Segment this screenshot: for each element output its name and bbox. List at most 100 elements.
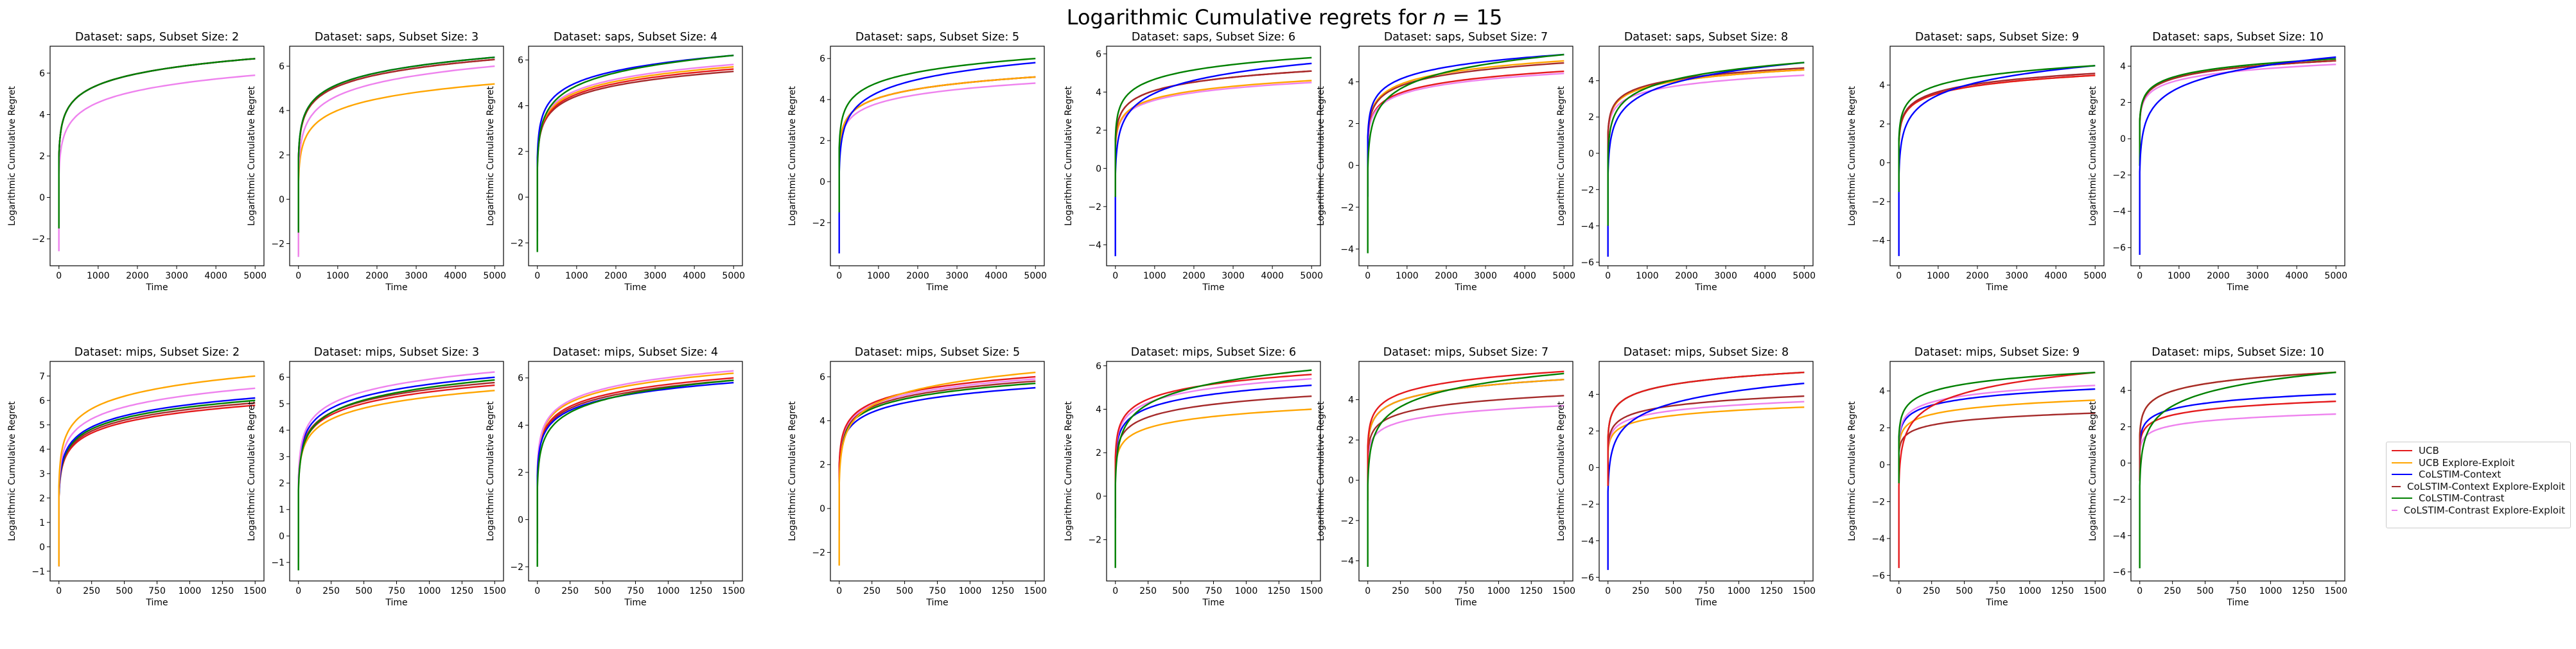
x-tick-label: 1000: [867, 271, 890, 281]
x-tick-label: 1000: [1487, 586, 1511, 596]
x-tick-label: 5000: [1552, 271, 1575, 281]
x-tick-label: 250: [1923, 586, 1940, 596]
y-tick-label: −2: [812, 218, 825, 229]
x-tick-label: 4000: [1753, 271, 1776, 281]
subplot-title: Dataset: saps, Subset Size: 3: [315, 31, 478, 44]
x-tick-label: 5000: [1300, 271, 1323, 281]
axes-frame: [1358, 361, 1573, 582]
x-tick-label: 250: [863, 586, 881, 596]
y-tick-label: 0: [1879, 159, 1885, 169]
x-tick-label: 0: [295, 271, 301, 281]
series-line-ucb_ee: [297, 83, 495, 255]
x-tick-label: 500: [896, 586, 913, 596]
y-tick-label: 4: [1879, 386, 1885, 397]
subplot: Dataset: mips, Subset Size: 8 0 250 500 750 1…: [1556, 346, 1816, 608]
y-tick-label: 4: [1588, 390, 1594, 400]
y-axis-label: Logarithmic Cumulative Regret: [247, 401, 257, 541]
series-line-col_ctx: [1898, 65, 2096, 256]
series-line-col_con: [838, 58, 1036, 212]
series-line-col_con_ee: [58, 74, 256, 252]
x-tick-label: 1000: [565, 271, 588, 281]
axes-frame: [49, 46, 265, 266]
series-line-ucb_ee: [1367, 379, 1564, 501]
x-tick-label: 0: [1112, 271, 1118, 281]
x-tick-label: 0: [295, 586, 301, 596]
legend-entry: CoLSTIM-Contrast Explore-Exploit: [2392, 505, 2565, 517]
series-line-col_ctx: [1114, 385, 1312, 518]
subplot: Dataset: mips, Subset Size: 4 0 250 500 750 1…: [486, 346, 745, 608]
series-line-col_con_ee: [1114, 377, 1312, 518]
x-tick-label: 1500: [1552, 586, 1575, 596]
y-tick-label: 4: [1096, 87, 1101, 98]
x-tick-label: 0: [534, 271, 540, 281]
y-tick-label: 2: [39, 494, 45, 504]
y-axis-label: Logarithmic Cumulative Regret: [787, 86, 798, 226]
y-tick-label: 2: [2120, 422, 2126, 433]
subplot-title: Dataset: mips, Subset Size: 4: [553, 346, 718, 359]
y-tick-label: 4: [39, 110, 45, 120]
axes-frame: [1599, 361, 1814, 582]
subplot-grid: Dataset: saps, Subset Size: 20 1000 2000 30…: [7, 31, 2347, 608]
y-tick-label: −4: [1871, 236, 1885, 247]
y-tick-label: 0: [1096, 492, 1101, 502]
subplot-title: Dataset: mips, Subset Size: 3: [314, 346, 479, 359]
y-axis-label: Logarithmic Cumulative Regret: [2088, 401, 2098, 541]
y-tick-label: 2: [1348, 119, 1354, 130]
x-axis-label: Time: [385, 598, 407, 608]
series-line-ucb: [1898, 74, 2096, 192]
x-tick-label: 1500: [1792, 586, 1816, 596]
x-tick-label: 3000: [165, 271, 188, 281]
x-tick-label: 0: [1896, 586, 1902, 596]
series-line-col_con_ee: [2139, 413, 2336, 481]
subplot: Dataset: mips, Subset Size: 7 0 250 500 750 1…: [1316, 346, 1575, 608]
legend-label: CoLSTIM-Context: [2419, 469, 2502, 481]
x-tick-label: 250: [322, 586, 340, 596]
x-tick-label: 3000: [1474, 271, 1497, 281]
x-tick-label: 1250: [992, 586, 1015, 596]
x-tick-label: 250: [1392, 586, 1409, 596]
x-tick-label: 750: [929, 586, 946, 596]
x-tick-label: 5000: [243, 271, 267, 281]
y-tick-label: 4: [39, 445, 45, 455]
legend-swatch: [2392, 474, 2412, 476]
y-tick-label: −2: [1088, 535, 1101, 546]
x-axis-label: Time: [925, 598, 948, 608]
x-tick-label: 3000: [2005, 271, 2028, 281]
subplot-title: Dataset: saps, Subset Size: 9: [1915, 31, 2079, 44]
x-axis-label: Time: [385, 282, 407, 293]
y-tick-label: 1: [39, 518, 45, 528]
series-line-col_ctx: [2139, 393, 2336, 481]
series-line-ucb: [1114, 374, 1312, 518]
x-tick-label: 2000: [1435, 271, 1458, 281]
series-line-col_con_ee: [297, 65, 495, 257]
y-axis-label: Logarithmic Cumulative Regret: [7, 86, 17, 226]
legend-label: CoLSTIM-Context Explore-Exploit: [2407, 480, 2565, 492]
y-tick-label: 4: [2120, 62, 2126, 72]
y-axis-label: Logarithmic Cumulative Regret: [787, 401, 798, 541]
y-tick-label: −2: [1871, 497, 1885, 507]
series-line-col_con: [1898, 65, 2096, 192]
y-tick-label: −1: [271, 558, 285, 568]
x-tick-label: 1000: [2019, 586, 2042, 596]
y-tick-label: 2: [518, 147, 523, 157]
y-tick-label: 0: [1348, 161, 1354, 171]
y-tick-label: 6: [279, 373, 285, 383]
x-tick-label: 750: [2229, 586, 2247, 596]
series-line-ucb: [1898, 372, 2096, 568]
legend-entry: CoLSTIM-Contrast: [2392, 492, 2565, 505]
x-tick-label: 500: [2196, 586, 2214, 596]
subplot: Dataset: saps, Subset Size: 6 0 1000 2000 30…: [1064, 31, 1323, 293]
y-axis-label: Logarithmic Cumulative Regret: [1064, 401, 1074, 541]
x-tick-label: 1000: [2168, 271, 2191, 281]
x-tick-label: 5000: [2083, 271, 2107, 281]
x-tick-label: 1250: [2292, 586, 2315, 596]
y-tick-label: −2: [1088, 202, 1101, 212]
x-tick-label: 0: [836, 271, 842, 281]
series-line-ucb_ee: [838, 76, 1036, 212]
y-axis-label: Logarithmic Cumulative Regret: [247, 86, 257, 226]
y-tick-label: −4: [2112, 531, 2126, 541]
series-line-col_con_ee: [297, 371, 495, 557]
y-tick-label: −4: [1871, 534, 1885, 544]
subplot: Dataset: mips, Subset Size: 9 0 250 500 750 1…: [1847, 346, 2107, 608]
